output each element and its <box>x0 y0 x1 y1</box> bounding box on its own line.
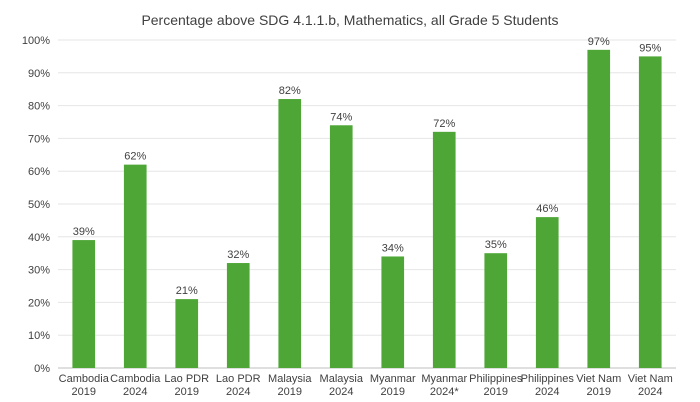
y-tick-label: 0% <box>34 363 50 375</box>
x-tick-label: Viet Nam <box>576 373 621 385</box>
x-tick-label: Myanmar <box>370 373 416 385</box>
y-tick-label: 40% <box>28 232 50 244</box>
x-tick-label: 2024 <box>535 386 559 398</box>
x-tick-label: 2019 <box>72 386 96 398</box>
x-tick-label: 2019 <box>587 386 611 398</box>
data-label: 95% <box>639 42 661 54</box>
bar <box>278 99 302 368</box>
x-tick-label: 2019 <box>484 386 508 398</box>
x-tick-label: 2019 <box>175 386 199 398</box>
y-tick-label: 10% <box>28 330 50 342</box>
bar <box>329 125 353 368</box>
y-tick-label: 50% <box>28 199 50 211</box>
data-label: 35% <box>485 239 507 251</box>
x-tick-label: Malaysia <box>268 373 312 385</box>
y-tick-label: 90% <box>28 68 50 80</box>
bar <box>587 49 611 369</box>
x-tick-label: 2019 <box>278 386 302 398</box>
data-label: 39% <box>73 226 95 238</box>
bar <box>484 253 508 368</box>
x-tick-label: Philippines <box>469 373 523 385</box>
x-tick-label: 2024* <box>430 386 459 398</box>
bar <box>175 299 199 368</box>
y-tick-label: 30% <box>28 265 50 277</box>
data-label: 46% <box>536 203 558 215</box>
data-label: 74% <box>330 111 352 123</box>
x-tick-label: Lao PDR <box>164 373 209 385</box>
x-tick-label: 2019 <box>381 386 405 398</box>
bar <box>535 217 559 368</box>
data-label: 21% <box>176 285 198 297</box>
bar <box>432 131 456 368</box>
y-tick-label: 20% <box>28 297 50 309</box>
y-tick-label: 80% <box>28 101 50 113</box>
x-tick-label: Cambodia <box>110 373 161 385</box>
x-tick-label: Philippines <box>521 373 575 385</box>
bar <box>72 240 96 368</box>
y-tick-label: 100% <box>22 35 50 47</box>
x-tick-label: 2024 <box>638 386 662 398</box>
x-tick-label: 2024 <box>329 386 353 398</box>
x-tick-label: 2024 <box>123 386 147 398</box>
x-tick-label: Viet Nam <box>628 373 673 385</box>
bar <box>638 56 662 369</box>
x-tick-label: 2024 <box>226 386 250 398</box>
data-label: 32% <box>227 249 249 261</box>
data-label: 82% <box>279 85 301 97</box>
data-label: 72% <box>433 118 455 130</box>
bar <box>226 263 250 368</box>
x-tick-label: Myanmar <box>421 373 467 385</box>
data-label: 34% <box>382 242 404 254</box>
x-tick-label: Malaysia <box>320 373 364 385</box>
x-tick-label: Cambodia <box>59 373 110 385</box>
data-label: 62% <box>124 151 146 163</box>
bar <box>381 256 405 368</box>
bar <box>123 164 147 368</box>
data-label: 97% <box>588 36 610 48</box>
chart-title: Percentage above SDG 4.1.1.b, Mathematic… <box>141 12 559 28</box>
y-tick-label: 60% <box>28 166 50 178</box>
x-tick-label: Lao PDR <box>216 373 261 385</box>
y-tick-label: 70% <box>28 133 50 145</box>
